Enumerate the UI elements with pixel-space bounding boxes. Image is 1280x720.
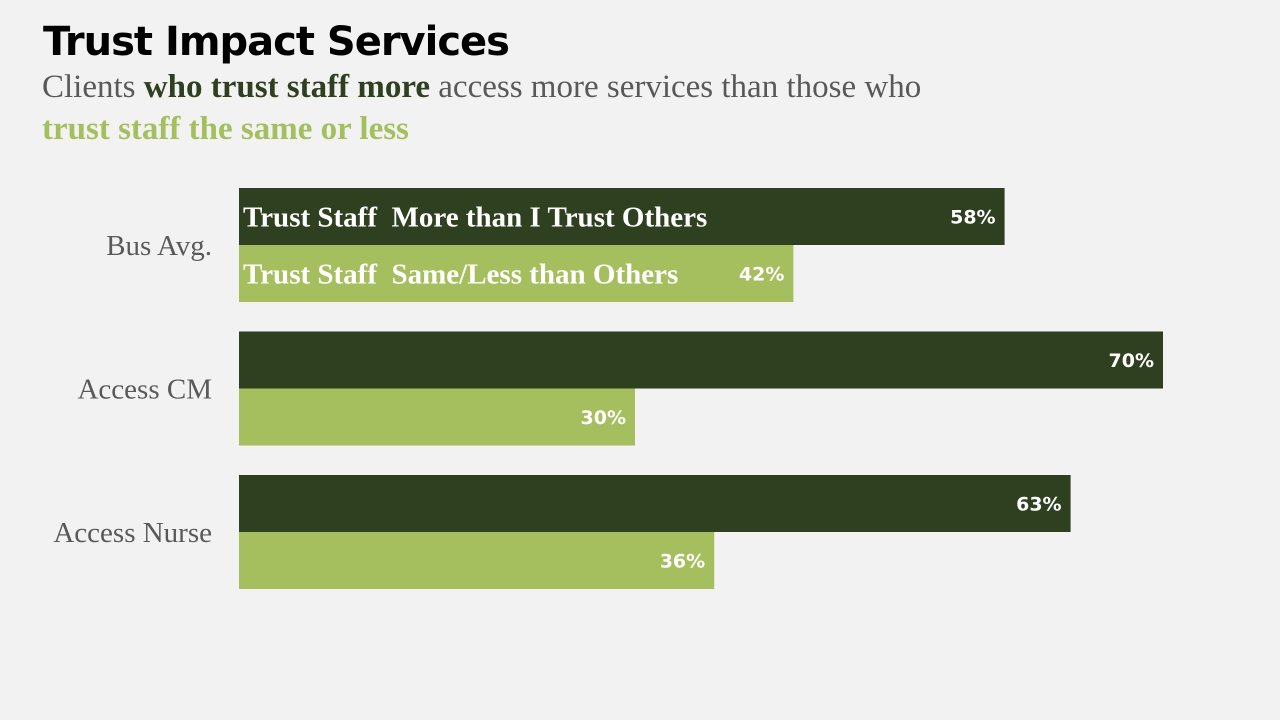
bar-trust-more xyxy=(239,331,1163,389)
data-label: 70% xyxy=(1109,350,1154,372)
bar-trust-more xyxy=(239,188,1005,245)
bar-trust-less xyxy=(239,245,794,302)
subtitle-emphasis-trust-more: who trust staff more xyxy=(143,69,431,105)
page-subtitle: Clients who trust staff more access more… xyxy=(42,66,982,150)
category-label: Bus Avg. xyxy=(106,230,212,262)
data-label: 58% xyxy=(950,207,995,229)
page-title: Trust Impact Services xyxy=(43,19,510,65)
legend-entry: Trust Staff Same/Less than Others xyxy=(243,259,678,291)
data-label: 42% xyxy=(739,264,784,286)
category-label: Access Nurse xyxy=(53,517,212,549)
data-label: 30% xyxy=(581,407,626,429)
data-label: 63% xyxy=(1016,494,1061,516)
bar-trust-less xyxy=(239,388,635,446)
category-label: Access CM xyxy=(77,374,212,406)
subtitle-emphasis-trust-less: trust staff the same or less xyxy=(42,111,409,147)
legend-entry: Trust Staff More than I Trust Others xyxy=(243,202,707,234)
bar-trust-more xyxy=(239,475,1071,532)
bar-trust-less xyxy=(239,532,715,589)
subtitle-part-1: Clients xyxy=(42,69,144,105)
data-label: 36% xyxy=(660,551,705,573)
subtitle-part-3: access more services than those who xyxy=(430,69,922,105)
